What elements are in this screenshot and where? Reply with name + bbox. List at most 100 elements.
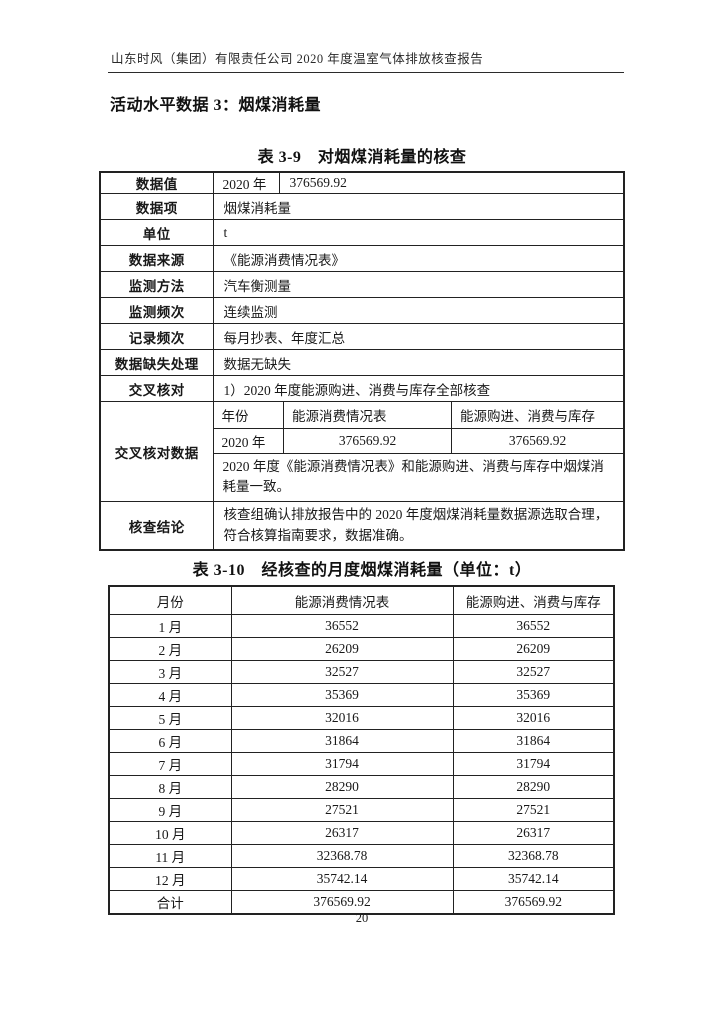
table-row-data-source: 数据来源 《能源消费情况表》 <box>99 245 625 272</box>
table-row-data-value: 数据值 2020 年 376569.92 <box>99 171 625 194</box>
table-row-month: 1 月 36552 36552 <box>108 614 615 638</box>
cross-check-header-purchase: 能源购进、消费与库存 <box>451 402 623 429</box>
month-cell: 4 月 <box>108 683 232 707</box>
value-cell: 26209 <box>230 637 454 661</box>
row-value: 1）2020 年度能源购进、消费与库存全部核查 <box>212 375 625 402</box>
row-label: 数据缺失处理 <box>99 349 214 376</box>
row-value: 数据无缺失 <box>212 349 625 376</box>
table-row-monitor-frequency: 监测频次 连续监测 <box>99 297 625 324</box>
row-value: t <box>212 219 625 246</box>
table-row-month: 6 月 31864 31864 <box>108 729 615 753</box>
table-row-record-frequency: 记录频次 每月抄表、年度汇总 <box>99 323 625 350</box>
table-row-cross-check-data: 交叉核对数据 年份 能源消费情况表 能源购进、消费与库存 2020 年 <box>99 400 625 503</box>
value-cell: 32527 <box>230 660 454 684</box>
cross-check-year: 2020 年 <box>213 428 284 454</box>
value-cell: 28290 <box>452 775 615 799</box>
cross-check-value-1: 376569.92 <box>283 428 452 454</box>
row-label: 记录频次 <box>99 323 214 350</box>
total-label: 合计 <box>108 890 232 915</box>
header-month: 月份 <box>108 585 232 615</box>
table-row-month: 2 月 26209 26209 <box>108 637 615 661</box>
value-cell: 376569.92 <box>289 175 347 190</box>
total-value: 376569.92 <box>230 890 454 915</box>
table-row-month: 8 月 28290 28290 <box>108 775 615 799</box>
value-cell: 27521 <box>452 798 615 822</box>
table-row-monitor-method: 监测方法 汽车衡测量 <box>99 271 625 298</box>
row-label: 监测方法 <box>99 271 214 298</box>
value-cell: 35369 <box>230 683 454 707</box>
value-cell: 35742.14 <box>452 867 615 891</box>
cross-check-table: 年份 能源消费情况表 能源购进、消费与库存 2020 年 376569.92 3… <box>213 402 624 501</box>
month-cell: 9 月 <box>108 798 232 822</box>
table-row-month: 11 月 32368.78 32368.78 <box>108 844 615 868</box>
table-3-10: 月份 能源消费情况表 能源购进、消费与库存 1 月 36552 36552 2 … <box>108 585 615 915</box>
value-cell: 32016 <box>452 706 615 730</box>
total-value: 376569.92 <box>452 890 615 915</box>
value-cell: 28290 <box>230 775 454 799</box>
month-cell: 7 月 <box>108 752 232 776</box>
table-row-missing-data: 数据缺失处理 数据无缺失 <box>99 349 625 376</box>
row-label: 数据来源 <box>99 245 214 272</box>
row-value: 每月抄表、年度汇总 <box>212 323 625 350</box>
value-cell: 26209 <box>452 637 615 661</box>
value-cell: 36552 <box>452 614 615 638</box>
row-label: 数据项 <box>99 193 214 220</box>
value-cell: 31794 <box>230 752 454 776</box>
table-row-month: 12 月 35742.14 35742.14 <box>108 867 615 891</box>
table-row-conclusion: 核查结论 核查组确认排放报告中的 2020 年度烟煤消耗量数据源选取合理，符合核… <box>99 501 625 551</box>
table-row-total: 合计 376569.92 376569.92 <box>108 890 615 915</box>
row-label: 数据值 <box>99 171 214 194</box>
header-purchase: 能源购进、消费与库存 <box>452 585 615 615</box>
value-split: 2020 年 376569.92 <box>214 173 624 193</box>
month-cell: 3 月 <box>108 660 232 684</box>
month-cell: 2 月 <box>108 637 232 661</box>
header-consumption: 能源消费情况表 <box>230 585 454 615</box>
cross-check-header-row: 年份 能源消费情况表 能源购进、消费与库存 <box>213 402 623 429</box>
value-cell: 35369 <box>452 683 615 707</box>
cross-check-data-row: 2020 年 376569.92 376569.92 <box>213 428 623 454</box>
month-cell: 12 月 <box>108 867 232 891</box>
cross-check-note-row: 2020 年度《能源消费情况表》和能源购进、消费与库存中烟煤消耗量一致。 <box>214 453 624 501</box>
table-header-row: 月份 能源消费情况表 能源购进、消费与库存 <box>108 585 615 615</box>
section-title: 活动水平数据 3：烟煤消耗量 <box>110 97 322 114</box>
month-cell: 1 月 <box>108 614 232 638</box>
table-row-month: 4 月 35369 35369 <box>108 683 615 707</box>
table-3-10-caption: 表 3-10 经核查的月度烟煤消耗量（单位：t） <box>192 562 532 579</box>
table-3-9-caption: 表 3-9 对烟煤消耗量的核查 <box>257 149 467 166</box>
cross-check-value-2: 376569.92 <box>451 428 623 454</box>
month-cell: 11 月 <box>108 844 232 868</box>
row-label: 交叉核对 <box>99 375 214 402</box>
value-cell: 35742.14 <box>230 867 454 891</box>
document-header: 山东时风（集团）有限责任公司 2020 年度温室气体排放核查报告 <box>108 48 624 73</box>
table-row-month: 10 月 26317 26317 <box>108 821 615 845</box>
page-number: 20 <box>355 911 369 925</box>
month-cell: 6 月 <box>108 729 232 753</box>
year-cell: 2020 年 <box>214 173 280 193</box>
value-cell: 27521 <box>230 798 454 822</box>
row-value-cell: 2020 年 376569.92 <box>212 171 625 194</box>
table-row-month: 3 月 32527 32527 <box>108 660 615 684</box>
row-value: 《能源消费情况表》 <box>212 245 625 272</box>
table-3-9: 数据值 2020 年 376569.92 数据项 烟煤消耗量 单位 t 数据来源… <box>99 171 625 551</box>
table-row-data-item: 数据项 烟煤消耗量 <box>99 193 625 220</box>
month-cell: 10 月 <box>108 821 232 845</box>
row-label: 单位 <box>99 219 214 246</box>
row-label: 监测频次 <box>99 297 214 324</box>
value-cell: 31794 <box>452 752 615 776</box>
cross-check-header-year: 年份 <box>213 402 284 429</box>
month-cell: 5 月 <box>108 706 232 730</box>
row-value: 汽车衡测量 <box>212 271 625 298</box>
table-row-month: 5 月 32016 32016 <box>108 706 615 730</box>
value-cell: 32527 <box>452 660 615 684</box>
value-cell: 32016 <box>230 706 454 730</box>
cross-check-note: 2020 年度《能源消费情况表》和能源购进、消费与库存中烟煤消耗量一致。 <box>222 458 604 495</box>
value-cell: 32368.78 <box>452 844 615 868</box>
value-cell: 26317 <box>452 821 615 845</box>
value-cell: 32368.78 <box>230 844 454 868</box>
month-cell: 8 月 <box>108 775 232 799</box>
cross-check-header-consumption: 能源消费情况表 <box>283 402 452 429</box>
row-label: 交叉核对数据 <box>99 400 214 503</box>
cross-check-cell: 年份 能源消费情况表 能源购进、消费与库存 2020 年 376569.92 3… <box>212 400 625 503</box>
table-row-cross-check: 交叉核对 1）2020 年度能源购进、消费与库存全部核查 <box>99 375 625 402</box>
